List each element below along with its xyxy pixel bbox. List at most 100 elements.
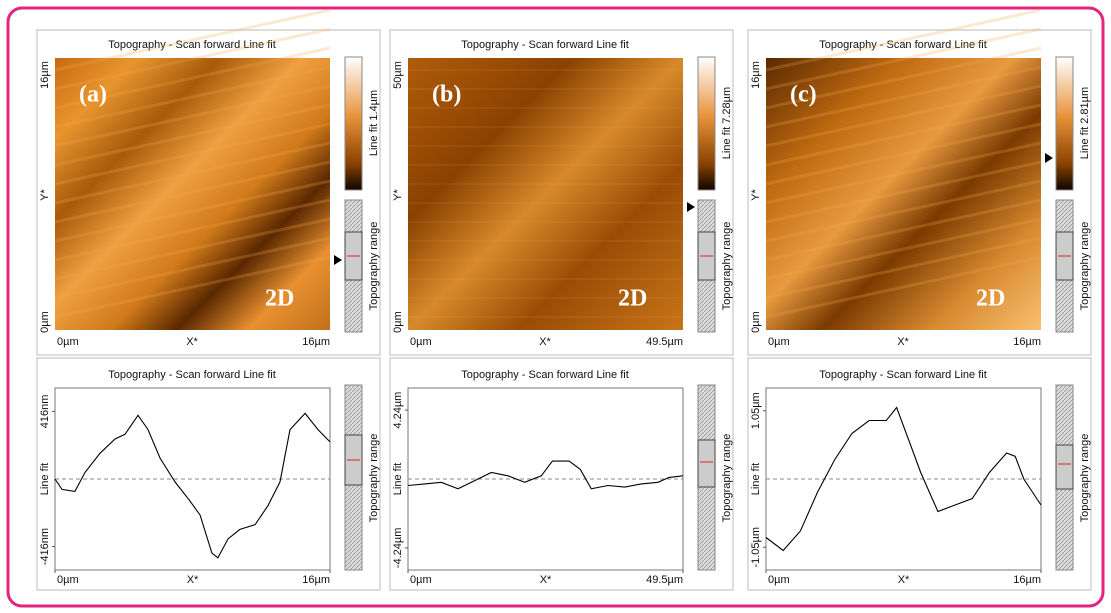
profile-line [54, 412, 331, 559]
texture [54, 255, 331, 319]
mode-label: 2D [265, 286, 294, 312]
y-axis-label: 50µm [392, 61, 404, 89]
x-tick-label: 16µm [302, 574, 330, 586]
texture [54, 84, 331, 148]
y-axis-title: Line fit [39, 463, 51, 495]
texture [54, 198, 331, 262]
texture [765, 160, 1042, 224]
y-axis-label: 0µm [392, 311, 404, 333]
mode-label: 2D [976, 286, 1005, 312]
y-axis-label: 16µm [750, 61, 762, 89]
y-axis-label: Y* [750, 188, 762, 200]
panel-title: Topography - Scan forward Line fit [819, 39, 987, 51]
y-axis-label: 0µm [750, 311, 762, 333]
range-label: Topography range [721, 434, 733, 523]
x-axis-label: 16µm [1013, 336, 1041, 348]
texture [765, 198, 1042, 262]
texture [54, 179, 331, 243]
panel-label: (b) [432, 82, 461, 108]
texture [765, 255, 1042, 319]
x-tick-label: 49.5µm [646, 574, 683, 586]
texture [765, 103, 1042, 167]
texture [765, 179, 1042, 243]
colorbar [1055, 56, 1074, 191]
range-label: Topography range [1079, 434, 1091, 523]
colorbar-label: Line fit 1.4µm [368, 90, 380, 156]
colorbar-label: Line fit 2.81µm [1079, 87, 1091, 159]
x-axis-title: X* [540, 574, 552, 586]
texture [765, 65, 1042, 129]
chart-title: Topography - Scan forward Line fit [461, 369, 629, 381]
colorbar-label: Line fit 7.28µm [721, 87, 733, 159]
y-axis-title: Line fit [750, 463, 762, 495]
range-label: Topography range [368, 434, 380, 523]
pointer [1045, 153, 1053, 163]
x-tick-label: 0µm [768, 574, 790, 586]
x-axis-title: X* [187, 574, 199, 586]
x-axis-label: 0µm [410, 336, 432, 348]
afm-image [408, 58, 683, 330]
x-axis-label: X* [539, 336, 551, 348]
texture [765, 8, 1042, 72]
panel-label: (c) [790, 82, 817, 108]
x-axis-label: X* [186, 336, 198, 348]
texture [54, 160, 331, 224]
y-axis-title: Line fit [392, 463, 404, 495]
x-axis-label: 0µm [57, 336, 79, 348]
y-axis-label: Y* [39, 188, 51, 200]
x-tick-label: 0µm [410, 574, 432, 586]
texture [54, 65, 331, 129]
x-tick-label: 16µm [1013, 574, 1041, 586]
pointer [687, 202, 695, 212]
range-label: Topography range [721, 222, 733, 311]
texture [765, 27, 1042, 91]
x-axis-title: X* [898, 574, 910, 586]
colorbar [697, 56, 716, 191]
texture [54, 27, 331, 91]
profile-line [765, 406, 1042, 552]
texture [54, 236, 331, 300]
pointer [334, 255, 342, 265]
y-tick-label: 1.05µm [750, 392, 762, 429]
y-tick-label: 4.24µm [392, 392, 404, 429]
texture [54, 46, 331, 110]
afm-image [55, 58, 330, 330]
texture [765, 141, 1042, 205]
texture [765, 84, 1042, 148]
profile-line [407, 460, 684, 490]
y-tick-label: -416nm [39, 528, 51, 565]
y-tick-label: -1.05µm [750, 527, 762, 568]
texture [765, 46, 1042, 110]
colorbar [344, 56, 363, 191]
y-tick-label: -4.24µm [392, 528, 404, 569]
panel-title: Topography - Scan forward Line fit [108, 39, 276, 51]
y-axis-label: Y* [392, 188, 404, 200]
range-label: Topography range [368, 222, 380, 311]
x-axis-label: 16µm [302, 336, 330, 348]
mode-label: 2D [618, 286, 647, 312]
texture [765, 236, 1042, 300]
texture [54, 141, 331, 205]
afm-image [766, 58, 1041, 330]
chart-title: Topography - Scan forward Line fit [819, 369, 987, 381]
panel-label: (a) [79, 82, 107, 108]
y-axis-label: 0µm [39, 311, 51, 333]
range-label: Topography range [1079, 222, 1091, 311]
range-window [1055, 444, 1074, 490]
panel-title: Topography - Scan forward Line fit [461, 39, 629, 51]
texture [54, 8, 331, 72]
texture [765, 217, 1042, 281]
x-axis-label: 49.5µm [646, 336, 683, 348]
texture [54, 103, 331, 167]
x-axis-label: 0µm [768, 336, 790, 348]
frame [6, 6, 1105, 608]
x-tick-label: 0µm [57, 574, 79, 586]
chart-title: Topography - Scan forward Line fit [108, 369, 276, 381]
x-axis-label: X* [897, 336, 909, 348]
texture [54, 122, 331, 186]
y-axis-label: 16µm [39, 61, 51, 89]
texture [765, 122, 1042, 186]
texture [54, 217, 331, 281]
range-window [697, 439, 716, 488]
